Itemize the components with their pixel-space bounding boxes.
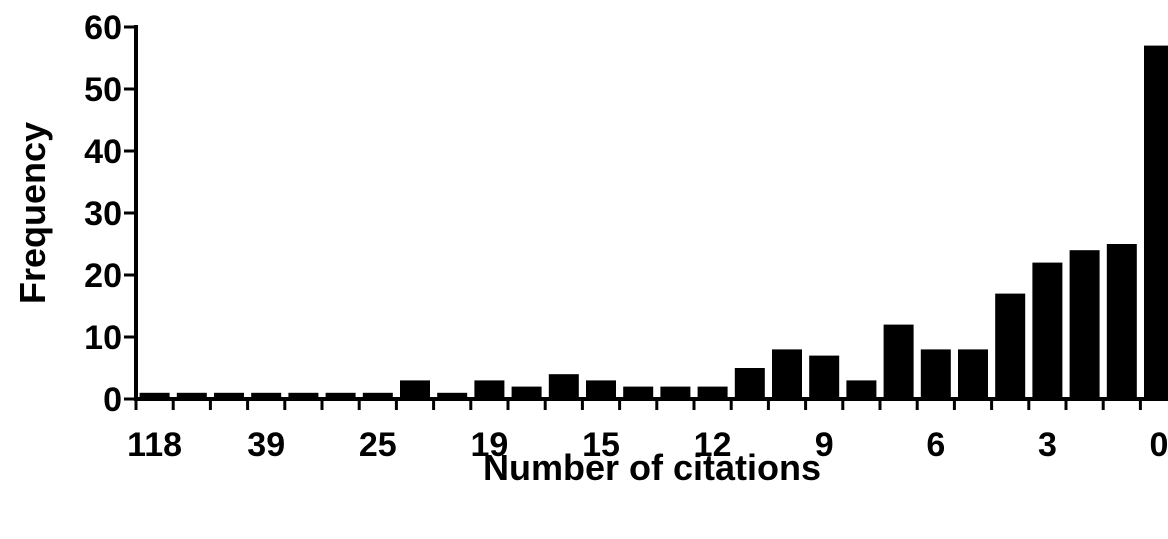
bar <box>995 293 1026 399</box>
bars-group <box>139 45 1168 399</box>
x-tick-label: 15 <box>582 426 620 464</box>
bar <box>883 324 914 399</box>
bar <box>1106 244 1137 399</box>
bar <box>623 386 654 399</box>
x-tick-label: 118 <box>127 426 182 464</box>
bar <box>660 386 691 399</box>
x-tick-label: 0 <box>1150 426 1168 464</box>
bar <box>214 392 244 399</box>
x-tick-label: 39 <box>247 426 285 464</box>
y-tick-label: 0 <box>103 381 122 419</box>
bar <box>139 392 170 399</box>
x-tick-label: 9 <box>815 426 834 464</box>
x-tick-label: 3 <box>1038 426 1057 464</box>
bar <box>548 374 579 399</box>
bar <box>920 349 951 399</box>
y-axis-title: Frequency <box>12 122 53 304</box>
bar <box>734 368 765 399</box>
bar <box>176 392 207 399</box>
bar <box>474 380 505 399</box>
y-tick-label: 50 <box>84 71 122 109</box>
bar <box>288 392 319 399</box>
x-tick-label: 25 <box>359 426 397 464</box>
bar <box>1144 45 1168 399</box>
x-ticks-group: 118 39 25 19 15 12 9 6 3 0 <box>127 399 1168 464</box>
bar <box>697 386 728 399</box>
x-axis-title: Number of citations <box>483 447 821 488</box>
bar <box>809 355 840 399</box>
y-tick-label: 60 <box>84 9 122 47</box>
x-tick-label: 19 <box>470 426 508 464</box>
bar <box>325 392 356 399</box>
bar <box>437 392 468 399</box>
bar <box>586 380 616 399</box>
x-tick-label: 12 <box>694 426 732 464</box>
bar <box>251 392 282 399</box>
bar <box>772 349 802 399</box>
y-ticks-group: 0 10 20 30 40 50 60 <box>84 9 136 419</box>
y-tick-label: 40 <box>84 133 122 171</box>
y-tick-label: 20 <box>84 257 122 295</box>
x-tick-label: 6 <box>926 426 945 464</box>
y-tick-label: 10 <box>84 319 122 357</box>
bar <box>511 386 542 399</box>
bar <box>400 380 430 399</box>
bar <box>846 380 877 399</box>
bar <box>1032 262 1063 399</box>
bar <box>362 392 393 399</box>
y-tick-label: 30 <box>84 195 122 233</box>
bar <box>958 349 988 399</box>
bar <box>1069 250 1100 399</box>
